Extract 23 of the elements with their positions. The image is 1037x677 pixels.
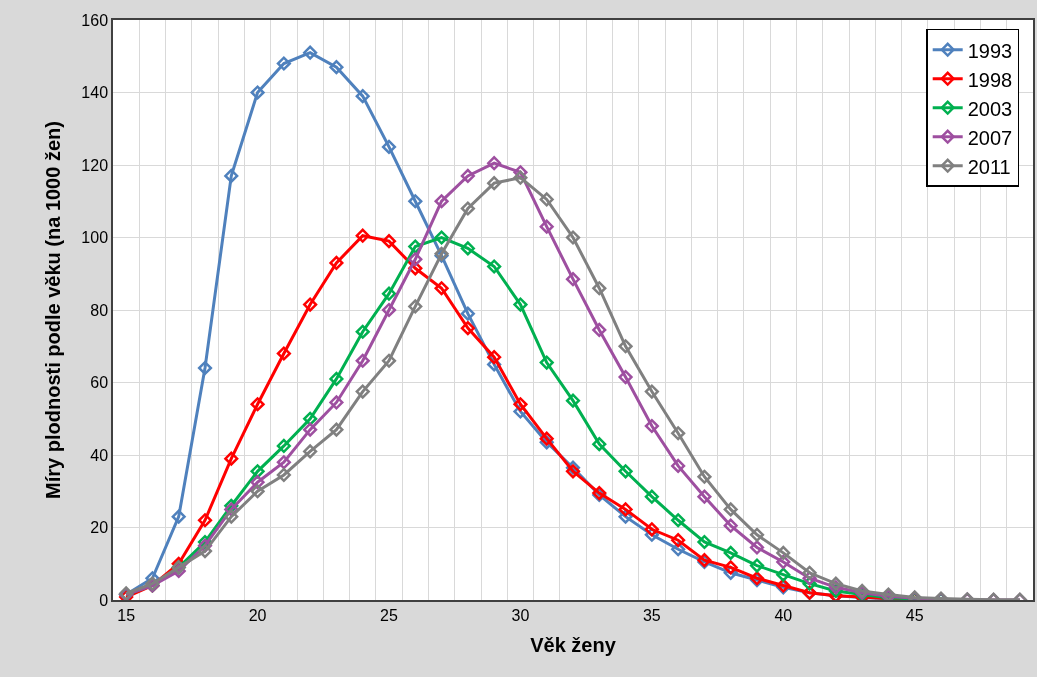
- x-tick-label: 15: [117, 606, 136, 624]
- y-tick-label: 120: [81, 156, 109, 174]
- x-tick-label: 30: [511, 606, 530, 624]
- y-tick-label: 20: [90, 519, 109, 537]
- y-tick-label: 160: [81, 11, 109, 29]
- x-tick-label: 45: [905, 606, 924, 624]
- x-tick-label: 25: [380, 606, 398, 624]
- y-tick-label: 40: [90, 446, 109, 464]
- legend-label: 2011: [967, 155, 1011, 178]
- y-tick-label: 80: [90, 301, 109, 319]
- y-axis-title: Míry plodnosti podle věku (na 1000 žen): [42, 121, 65, 499]
- y-tick-label: 0: [99, 591, 109, 609]
- legend-label: 1993: [967, 39, 1013, 62]
- y-tick-label: 100: [81, 229, 109, 247]
- x-tick-label: 40: [774, 606, 793, 624]
- legend-label: 2007: [967, 126, 1013, 149]
- x-tick-label: 20: [248, 606, 267, 624]
- legend-label: 2003: [967, 97, 1013, 120]
- y-tick-label: 140: [81, 84, 109, 102]
- x-tick-label: 35: [642, 606, 661, 624]
- legend-label: 1998: [967, 68, 1013, 91]
- y-tick-label: 60: [90, 374, 109, 392]
- x-axis-title: Věk ženy: [530, 633, 617, 656]
